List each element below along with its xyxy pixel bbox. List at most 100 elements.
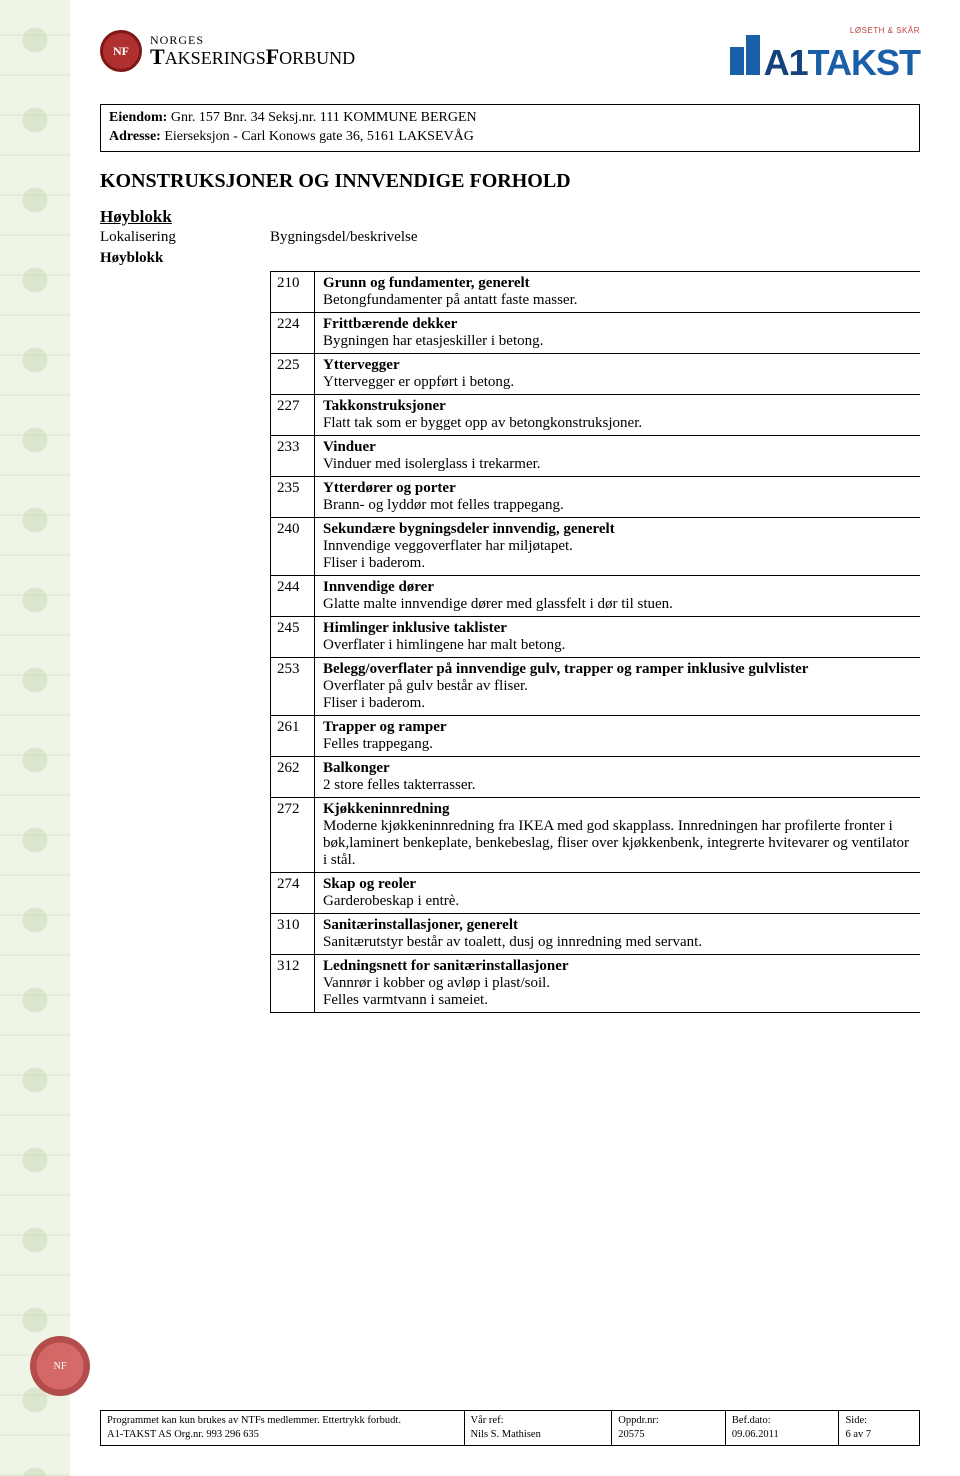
property-row-2: Adresse: Eierseksjon - Carl Konows gate … [109, 128, 911, 147]
item-title: Skap og reoler [323, 876, 912, 893]
item-title: Sanitærinstallasjoner, generelt [323, 917, 912, 934]
item-code: 261 [271, 716, 315, 756]
item-desc: Overflater i himlingene har malt betong. [323, 637, 912, 654]
item-body: Sekundære bygningsdeler innvendig, gener… [315, 518, 920, 575]
item-code: 245 [271, 617, 315, 657]
item-code: 224 [271, 313, 315, 353]
item-desc: Overflater på gulv består av fliser. [323, 678, 912, 695]
a1-text: A1TAKST [764, 42, 920, 83]
item-body: Belegg/overflater på innvendige gulv, tr… [315, 658, 920, 715]
ntf-line1: NORGES [150, 34, 355, 46]
footer-col-program: Programmet kan kun brukes av NTFs medlem… [101, 1411, 465, 1445]
item-title: Vinduer [323, 439, 912, 456]
col-header-left: Lokalisering [100, 229, 270, 246]
table-row: 312Ledningsnett for sanitærinstallasjone… [271, 954, 920, 1013]
item-code: 310 [271, 914, 315, 954]
item-code: 244 [271, 576, 315, 616]
footer-stamp-icon: NF [30, 1336, 90, 1396]
item-desc: Yttervegger er oppført i betong. [323, 374, 912, 391]
footer-col-page: Side: 6 av 7 [839, 1411, 919, 1445]
item-desc: Brann- og lyddør mot felles trappegang. [323, 497, 912, 514]
item-title: Ytterdører og porter [323, 480, 912, 497]
item-body: VinduerVinduer med isolerglass i trekarm… [315, 436, 920, 476]
item-desc: Fliser i baderom. [323, 555, 912, 572]
item-body: Skap og reolerGarderobeskap i entrè. [315, 873, 920, 913]
item-body: Grunn og fundamenter, genereltBetongfund… [315, 272, 920, 312]
item-desc: Glatte malte innvendige dører med glassf… [323, 596, 912, 613]
location-row: Høyblokk [100, 250, 920, 267]
col-header-right: Bygningsdel/beskrivelse [270, 229, 920, 246]
ntf-badge-icon: NF [100, 30, 142, 72]
table-row: 244Innvendige dørerGlatte malte innvendi… [271, 575, 920, 616]
ntf-logo: NF NORGES TAKSERINGSFORBUND [100, 30, 355, 72]
item-body: YtterveggerYttervegger er oppført i beto… [315, 354, 920, 394]
item-desc: Vinduer med isolerglass i trekarmer. [323, 456, 912, 473]
column-header-row: Lokalisering Bygningsdel/beskrivelse [100, 229, 920, 246]
table-row: 227TakkonstruksjonerFlatt tak som er byg… [271, 394, 920, 435]
item-title: Himlinger inklusive taklister [323, 620, 912, 637]
item-body: Frittbærende dekkerBygningen har etasjes… [315, 313, 920, 353]
property-info-box: Eiendom: Gnr. 157 Bnr. 34 Seksj.nr. 111 … [100, 104, 920, 152]
table-row: 272KjøkkeninnredningModerne kjøkkeninnre… [271, 797, 920, 872]
table-row: 210Grunn og fundamenter, genereltBetongf… [271, 271, 920, 312]
table-row: 225YtterveggerYttervegger er oppført i b… [271, 353, 920, 394]
item-code: 235 [271, 477, 315, 517]
page-container: NF NORGES TAKSERINGSFORBUND LØSETH & SKÅ… [0, 0, 960, 1043]
table-row: 224Frittbærende dekkerBygningen har etas… [271, 312, 920, 353]
item-title: Yttervegger [323, 357, 912, 374]
property-row-1: Eiendom: Gnr. 157 Bnr. 34 Seksj.nr. 111 … [109, 109, 911, 128]
item-desc: Fliser i baderom. [323, 695, 912, 712]
item-title: Balkonger [323, 760, 912, 777]
table-row: 310Sanitærinstallasjoner, genereltSanitæ… [271, 913, 920, 954]
item-title: Grunn og fundamenter, generelt [323, 275, 912, 292]
item-body: Balkonger2 store felles takterrasser. [315, 757, 920, 797]
sub-heading: Høyblokk [100, 207, 920, 227]
item-title: Takkonstruksjoner [323, 398, 912, 415]
table-row: 240 Sekundære bygningsdeler innvendig, ge… [271, 517, 920, 575]
item-code: 312 [271, 955, 315, 1012]
item-title: Kjøkkeninnredning [323, 801, 912, 818]
item-code: 274 [271, 873, 315, 913]
table-row: 262Balkonger2 store felles takterrasser. [271, 756, 920, 797]
item-desc: Sanitærutstyr består av toalett, dusj og… [323, 934, 912, 951]
a1-mark-icon [730, 35, 760, 75]
ntf-line2: TAKSERINGSFORBUND [150, 46, 355, 68]
item-code: 253 [271, 658, 315, 715]
property-value-2: Eierseksjon - Carl Konows gate 36, 5161 … [161, 129, 474, 144]
item-code: 240 [271, 518, 315, 575]
property-label-2: Adresse: [109, 129, 161, 144]
table-row: 245 Himlinger inklusive taklisterOverflat… [271, 616, 920, 657]
item-desc: Felles trappegang. [323, 736, 912, 753]
item-code: 227 [271, 395, 315, 435]
table-row: 235Ytterdører og porterBrann- og lyddør … [271, 476, 920, 517]
table-row: 274Skap og reolerGarderobeskap i entrè. [271, 872, 920, 913]
ntf-logo-text: NORGES TAKSERINGSFORBUND [150, 34, 355, 68]
footer-table: Programmet kan kun brukes av NTFs medlem… [100, 1410, 920, 1446]
item-title: Sekundære bygningsdeler innvendig, gener… [323, 521, 912, 538]
item-desc: Vannrør i kobber og avløp i plast/soil. [323, 975, 912, 992]
item-body: Trapper og ramperFelles trappegang. [315, 716, 920, 756]
item-body: Ytterdører og porterBrann- og lyddør mot… [315, 477, 920, 517]
item-desc: Betongfundamenter på antatt faste masser… [323, 292, 912, 309]
item-desc: Bygningen har etasjeskiller i betong. [323, 333, 912, 350]
items-table: 210Grunn og fundamenter, genereltBetongf… [270, 271, 920, 1013]
item-code: 225 [271, 354, 315, 394]
item-code: 233 [271, 436, 315, 476]
header-row: NF NORGES TAKSERINGSFORBUND LØSETH & SKÅ… [100, 30, 920, 84]
item-title: Belegg/overflater på innvendige gulv, tr… [323, 661, 912, 678]
item-body: TakkonstruksjonerFlatt tak som er bygget… [315, 395, 920, 435]
property-value-1: Gnr. 157 Bnr. 34 Seksj.nr. 111 KOMMUNE B… [167, 110, 476, 125]
item-desc: Felles varmtvann i sameiet. [323, 992, 912, 1009]
item-body: Ledningsnett for sanitærinstallasjonerVa… [315, 955, 920, 1012]
a1-logo: LØSETH & SKÅR A1TAKST [730, 30, 920, 84]
footer-col-oppdr: Oppdr.nr: 20575 [612, 1411, 726, 1445]
item-desc: Moderne kjøkkeninnredning fra IKEA med g… [323, 818, 912, 869]
property-label-1: Eiendom: [109, 110, 167, 125]
item-title: Ledningsnett for sanitærinstallasjoner [323, 958, 912, 975]
item-body: Sanitærinstallasjoner, genereltSanitærut… [315, 914, 920, 954]
footer-col-date: Bef.dato: 09.06.2011 [726, 1411, 840, 1445]
item-desc: Innvendige veggoverflater har miljøtapet… [323, 538, 912, 555]
item-code: 210 [271, 272, 315, 312]
item-desc: Flatt tak som er bygget opp av betongkon… [323, 415, 912, 432]
item-title: Frittbærende dekker [323, 316, 912, 333]
